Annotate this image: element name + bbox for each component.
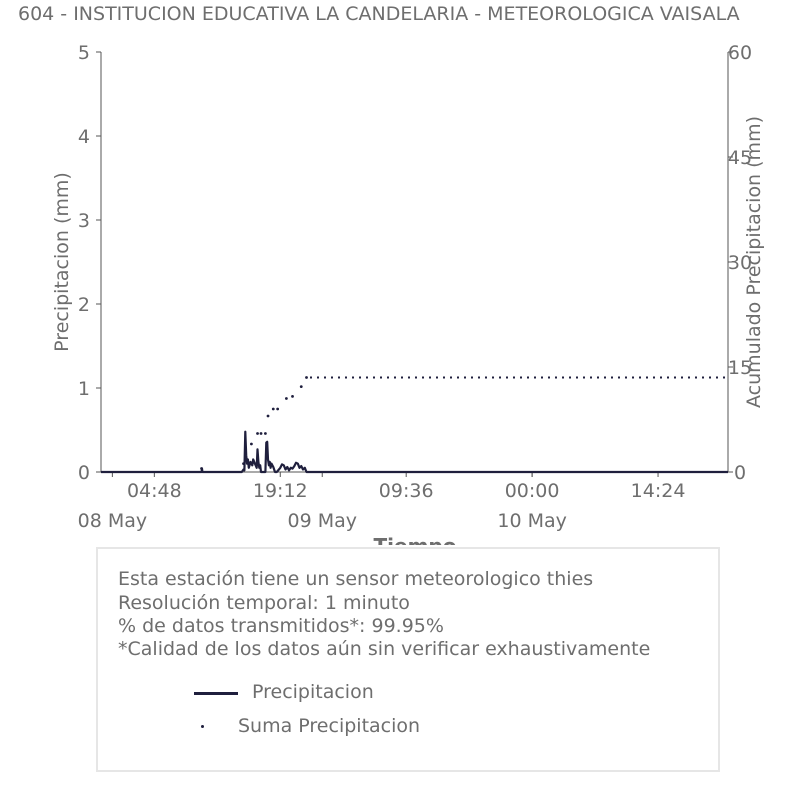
series-suma-point [200,467,203,470]
info-box: Esta estación tiene un sensor meteorolog… [96,547,720,772]
y2-tick-label: 45 [728,147,752,169]
y-tick-label: 2 [78,294,90,316]
series-suma-point [266,414,270,418]
series-suma-point [271,407,275,411]
x-tick-label: 09:36 [379,480,434,502]
series-suma-point [259,432,263,435]
x-tick-label: 19:12 [253,480,308,502]
y2-tick-label: 15 [728,357,752,379]
y2-tick-label: 0 [734,462,746,484]
y2-tick-label: 60 [728,42,752,64]
series-suma-point [276,407,280,411]
x-date-label: 09 May [287,510,357,532]
legend-line-swatch [194,692,238,695]
series-suma-point [242,462,245,465]
legend-dot-swatch [201,725,204,728]
series-suma-point [299,385,303,388]
y-tick-label: 4 [78,126,90,148]
x-date-label: 10 May [497,510,567,532]
info-sensor-text: Esta estación tiene un sensor meteorolog… [118,568,594,590]
x-axis-label: Tiempo [374,534,457,545]
x-tick-label: 04:48 [127,480,182,502]
y2-axis-label: Acumulado Precipitacion (mm) [743,116,765,408]
legend-label-suma: Suma Precipitacion [238,715,421,737]
x-date-label: 08 May [78,510,148,532]
y-tick-label: 3 [78,210,90,232]
y-tick-label: 1 [78,378,90,400]
series-suma-point [256,432,259,435]
legend-label-precipitacion: Precipitacion [252,681,374,703]
y-tick-label: 0 [78,462,90,484]
info-quality-note: *Calidad de los datos aún sin verificar … [118,638,651,660]
series-suma-point [284,397,288,400]
x-tick-label: 14:24 [631,480,686,502]
series-suma-point [305,376,308,379]
y-tick-label: 5 [78,42,90,64]
x-tick-label: 00:00 [505,480,560,502]
page-title: 604 - INSTITUCION EDUCATIVA LA CANDELARI… [18,3,740,25]
series-suma-point [291,395,294,398]
series-suma-point [264,432,267,435]
info-resolution-text: Resolución temporal: 1 minuto [118,592,410,614]
info-transmitted-text: % de datos transmitidos*: 99.95% [118,615,444,637]
series-suma-point [250,442,253,446]
series-precipitacion-line [101,430,728,474]
y-axis-label: Precipitacion (mm) [51,172,73,352]
y2-tick-label: 30 [728,252,752,274]
